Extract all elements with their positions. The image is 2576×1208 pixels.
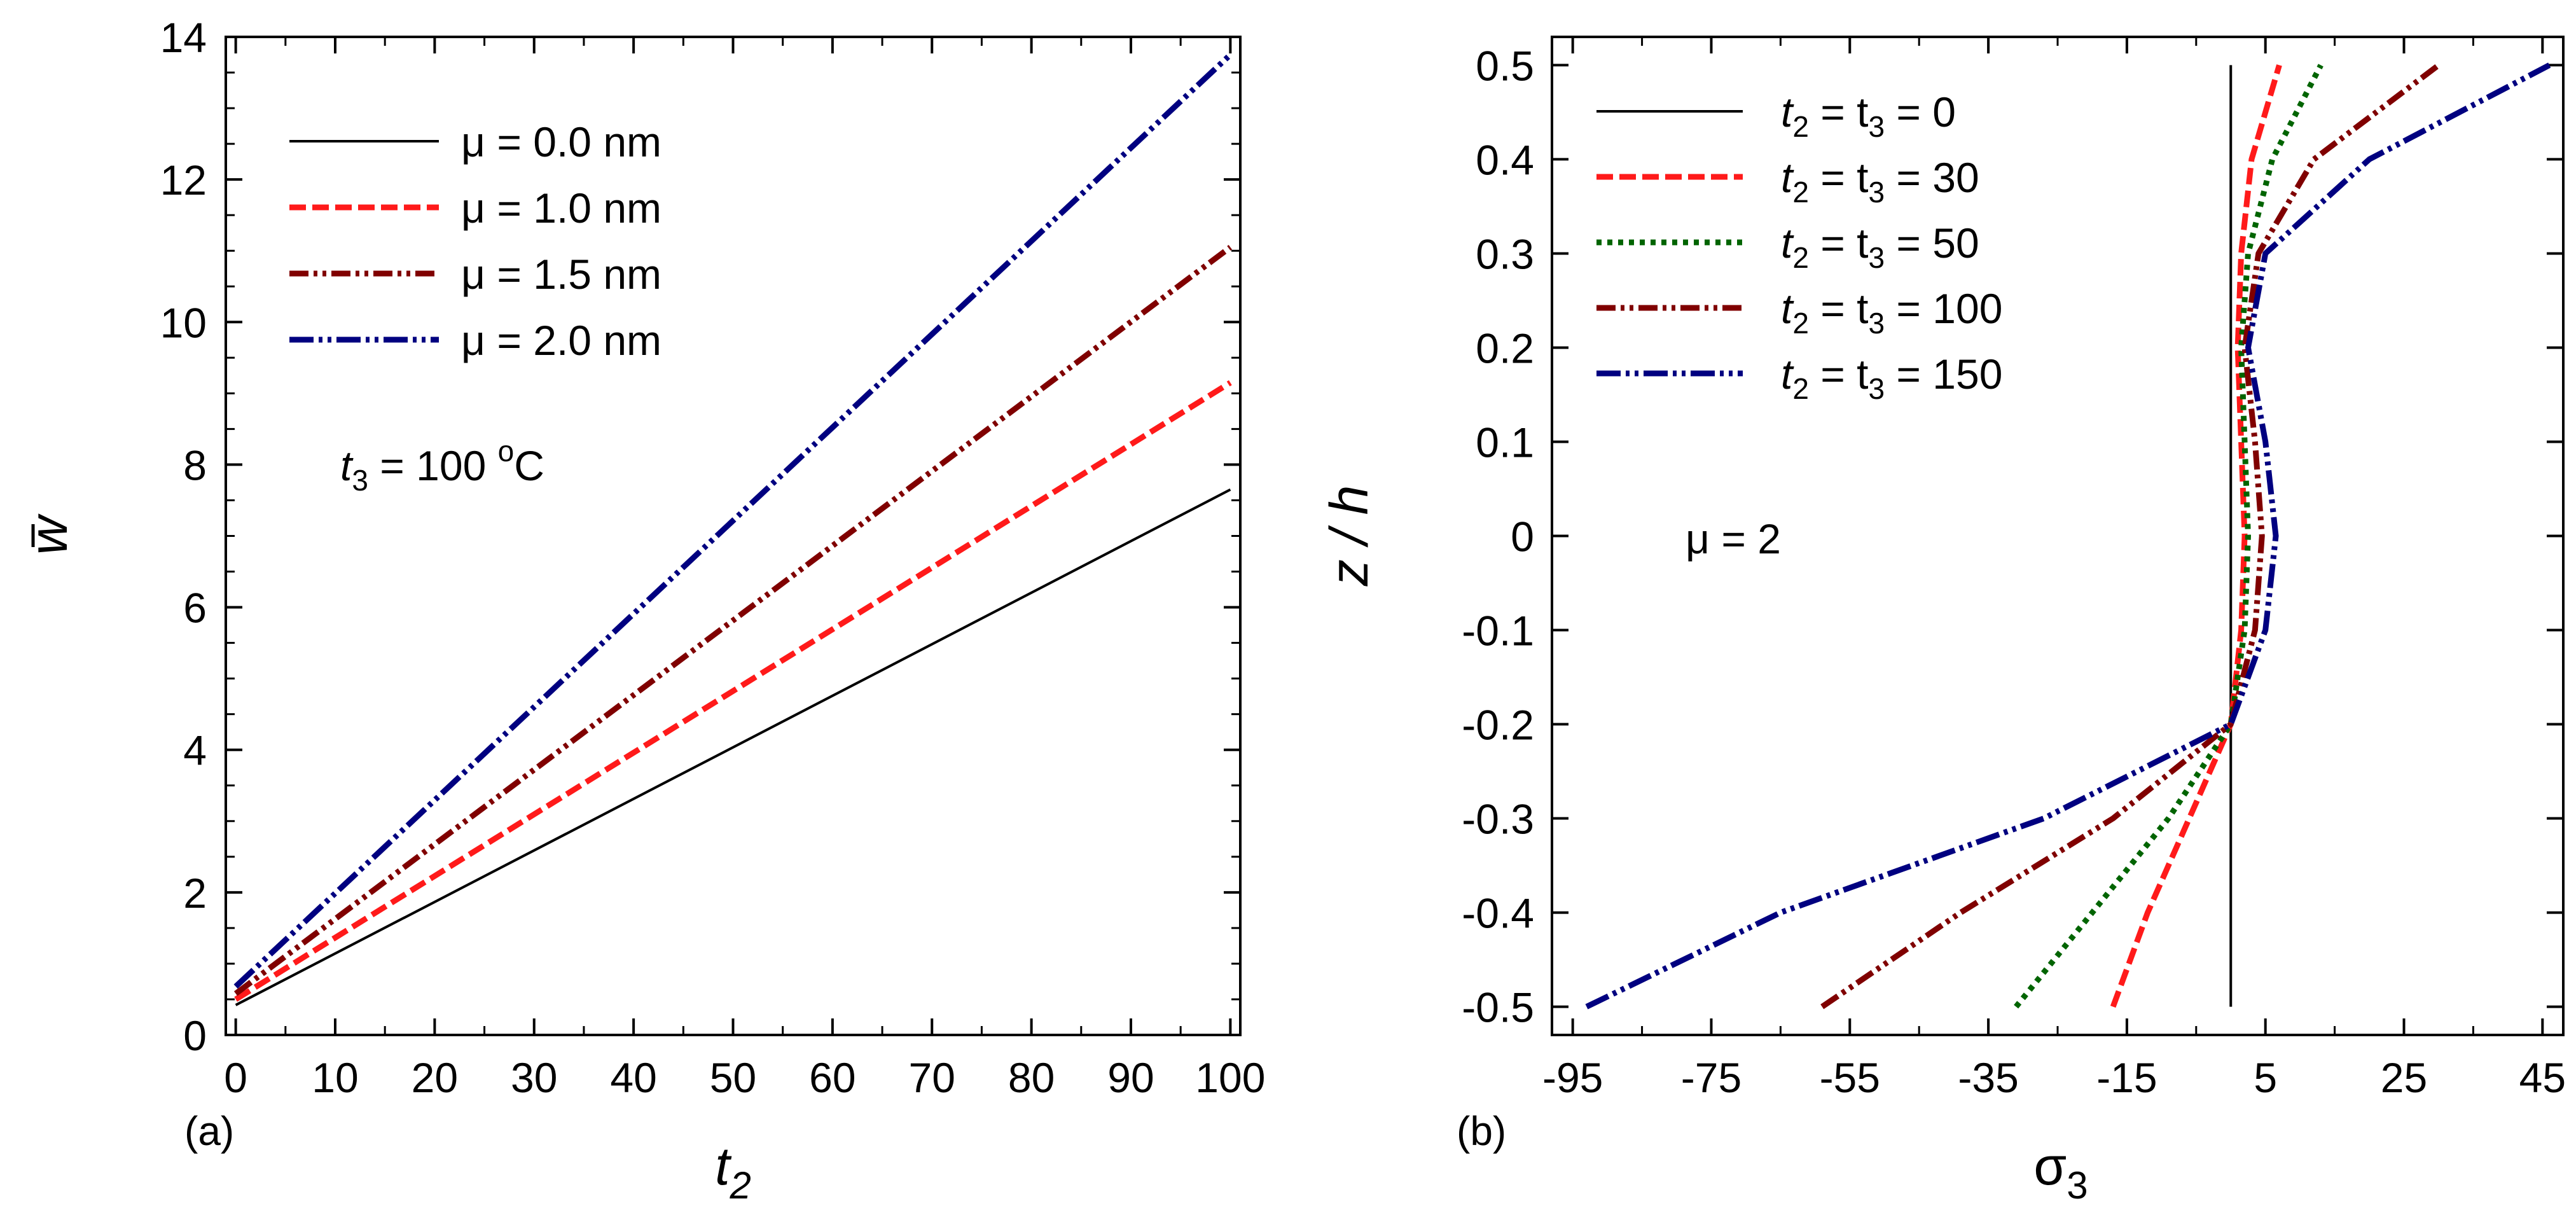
y-tick-label-b: -0.4 (1462, 890, 1534, 937)
panel-label-b: (b) (1457, 1108, 1506, 1154)
x-tick-label-b: 5 (2254, 1054, 2277, 1101)
x-tick-label-b: 25 (2381, 1054, 2427, 1101)
legend-label-b-2: t2 = t3 = 50 (1781, 219, 1979, 274)
y-tick-label-a: 4 (183, 727, 207, 774)
y-tick-label-a: 10 (160, 299, 207, 346)
x-tick-label-a: 20 (412, 1054, 458, 1101)
series-line-b-3 (1820, 62, 2441, 1010)
series-line-a-0 (235, 488, 1231, 1006)
x-tick-label-a: 60 (809, 1054, 855, 1101)
y-tick-label-a: 0 (183, 1012, 207, 1059)
legend-label-a-2: μ = 1.5 nm (461, 251, 661, 298)
y-axis-title-a: w (18, 513, 78, 555)
legend-label-a-3: μ = 2.0 nm (461, 317, 661, 364)
legend-label-a-0: μ = 0.0 nm (461, 118, 661, 165)
legend-label-b-1: t2 = t3 = 30 (1781, 154, 1979, 209)
series-line-a-2 (233, 245, 1233, 996)
annotation-b: μ = 2 (1686, 515, 1781, 562)
x-tick-label-b: -95 (1542, 1054, 1603, 1101)
y-axis-title-b: z / h (1319, 485, 1379, 587)
x-tick-label-a: 30 (511, 1054, 557, 1101)
x-tick-label-a: 40 (610, 1054, 656, 1101)
series-line-a-3 (233, 52, 1233, 989)
y-tick-label-b: 0.4 (1476, 136, 1534, 183)
y-tick-label-b: -0.3 (1462, 796, 1534, 843)
x-tick-label-a: 80 (1008, 1054, 1055, 1101)
x-tick-label-b: -75 (1681, 1054, 1742, 1101)
x-tick-label-b: -35 (1958, 1054, 2018, 1101)
y-tick-label-a: 6 (183, 585, 207, 632)
x-tick-label-b: -55 (1820, 1054, 1880, 1101)
series-line-b-2 (2014, 64, 2323, 1009)
y-tick-label-b: 0 (1511, 513, 1534, 560)
x-tick-label-b: 45 (2519, 1054, 2566, 1101)
y-tick-label-a: 14 (160, 14, 207, 61)
x-axis-title-a: t2 (715, 1136, 751, 1207)
legend-label-b-4: t2 = t3 = 150 (1781, 351, 2002, 405)
legend-label-b-3: t2 = t3 = 100 (1781, 285, 2002, 340)
x-tick-label-a: 90 (1107, 1054, 1154, 1101)
legend-b: t2 = t3 = 0 t2 = t3 = 30 t2 = t3 = 50 t2 = … (1596, 88, 2002, 405)
x-tick-label-a: 10 (312, 1054, 358, 1101)
x-tick-label-a: 100 (1195, 1054, 1265, 1101)
series-line-b-1 (2110, 64, 2282, 1008)
panel-label-a: (a) (184, 1108, 234, 1154)
y-tick-label-b: -0.2 (1462, 702, 1534, 749)
y-tick-label-b: 0.5 (1476, 42, 1534, 89)
x-tick-label-a: 50 (710, 1054, 756, 1101)
y-tick-label-b: 0.1 (1476, 419, 1534, 466)
chart-panel-a: 0 10 20 30 40 50 60 70 80 90 100 0 2 4 6 8 10 12 14 μ = 0.0… (18, 14, 1265, 1207)
y-tick-label-a: 8 (183, 441, 207, 489)
x-axis-title-b: σ3 (2033, 1136, 2088, 1207)
x-tick-label-b: -15 (2096, 1054, 2157, 1101)
legend-label-a-1: μ = 1.0 nm (461, 184, 661, 232)
legend-a: μ = 0.0 nm μ = 1.0 nm μ = 1.5 nm μ = 2.0 nm (289, 118, 661, 364)
y-tick-label-b: -0.1 (1462, 607, 1534, 655)
x-tick-label-a: 0 (224, 1054, 247, 1101)
series-line-b-4 (1585, 62, 2551, 1010)
legend-label-b-0: t2 = t3 = 0 (1781, 88, 1956, 143)
y-tick-label-b: 0.3 (1476, 230, 1534, 277)
y-tick-label-a: 12 (160, 156, 207, 204)
y-tick-label-a: 2 (183, 870, 207, 917)
x-tick-label-a: 70 (909, 1054, 955, 1101)
y-tick-label-b: 0.2 (1476, 324, 1534, 371)
y-tick-label-b: -0.5 (1462, 984, 1534, 1031)
annotation-a: t3 = 100 oC (340, 434, 544, 497)
chart-panel-b: -95 -75 -55 -35 -15 5 25 45 0.5 0.4 0.3 0.2 0.1 0 -0.1… (1319, 36, 2566, 1207)
series-line-a-1 (234, 380, 1232, 1002)
